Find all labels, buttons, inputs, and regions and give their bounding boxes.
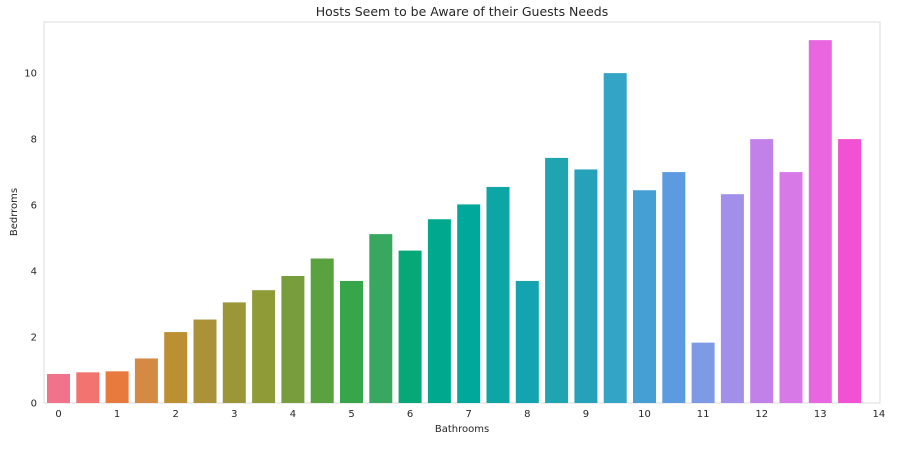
- x-tick-label-1: 1: [114, 409, 120, 420]
- x-tick-label-4: 4: [290, 409, 296, 420]
- bar-0: [47, 373, 70, 403]
- bar-3: [222, 302, 246, 403]
- bar-3.5: [252, 290, 276, 403]
- x-tick-labels: 0123456789101112131415: [55, 409, 886, 420]
- x-tick-label-12: 12: [755, 409, 768, 420]
- bar-6.5: [427, 219, 451, 403]
- y-tick-labels: 0 2 4 6 8 10: [24, 69, 37, 410]
- x-tick-label-8: 8: [524, 409, 530, 420]
- bar-2: [164, 332, 188, 403]
- bar-0.5: [76, 372, 100, 403]
- y-tick-label-0: 0: [31, 399, 37, 410]
- bars-group: [47, 40, 862, 403]
- x-tick-label-0: 0: [55, 409, 61, 420]
- y-tick-label-6: 6: [31, 201, 37, 212]
- bar-7: [457, 204, 481, 403]
- bar-11: [691, 342, 715, 403]
- bar-7.5: [486, 186, 510, 403]
- x-tick-label-10: 10: [638, 409, 651, 420]
- y-tick-label-4: 4: [31, 267, 37, 278]
- x-tick-label-11: 11: [697, 409, 710, 420]
- x-tick-label-7: 7: [466, 409, 472, 420]
- bar-13: [808, 40, 832, 403]
- bar-5.5: [369, 234, 393, 403]
- x-tick-label-2: 2: [173, 409, 179, 420]
- chart-title: Hosts Seem to be Aware of their Guests N…: [316, 4, 609, 19]
- bar-8.5: [545, 157, 569, 403]
- x-tick-label-13: 13: [814, 409, 827, 420]
- x-tick-label-9: 9: [583, 409, 589, 420]
- bar-1.5: [134, 358, 158, 403]
- y-tick-label-2: 2: [31, 333, 37, 344]
- bar-10.5: [662, 172, 686, 403]
- bar-12.5: [779, 172, 803, 403]
- x-tick-label-14: 14: [873, 409, 886, 420]
- bar-12: [750, 139, 774, 403]
- bar-4.5: [310, 258, 334, 403]
- bar-10: [633, 190, 656, 403]
- bar-5: [340, 280, 363, 403]
- y-axis-label: Bedrroms: [9, 188, 20, 236]
- bar-13.5: [838, 139, 862, 403]
- bar-1: [105, 371, 129, 403]
- y-tick-label-8: 8: [31, 135, 37, 146]
- bar-9.5: [603, 73, 627, 403]
- bar-4: [281, 276, 305, 403]
- x-tick-label-5: 5: [348, 409, 354, 420]
- x-axis-label: Bathrooms: [435, 424, 489, 435]
- x-tick-label-6: 6: [407, 409, 413, 420]
- bar-2.5: [193, 319, 217, 403]
- bar-11.5: [720, 194, 744, 403]
- bar-9: [574, 169, 598, 403]
- x-tick-label-3: 3: [231, 409, 237, 420]
- bar-8: [515, 280, 539, 403]
- bar-6: [398, 250, 422, 403]
- y-tick-label-10: 10: [24, 69, 37, 80]
